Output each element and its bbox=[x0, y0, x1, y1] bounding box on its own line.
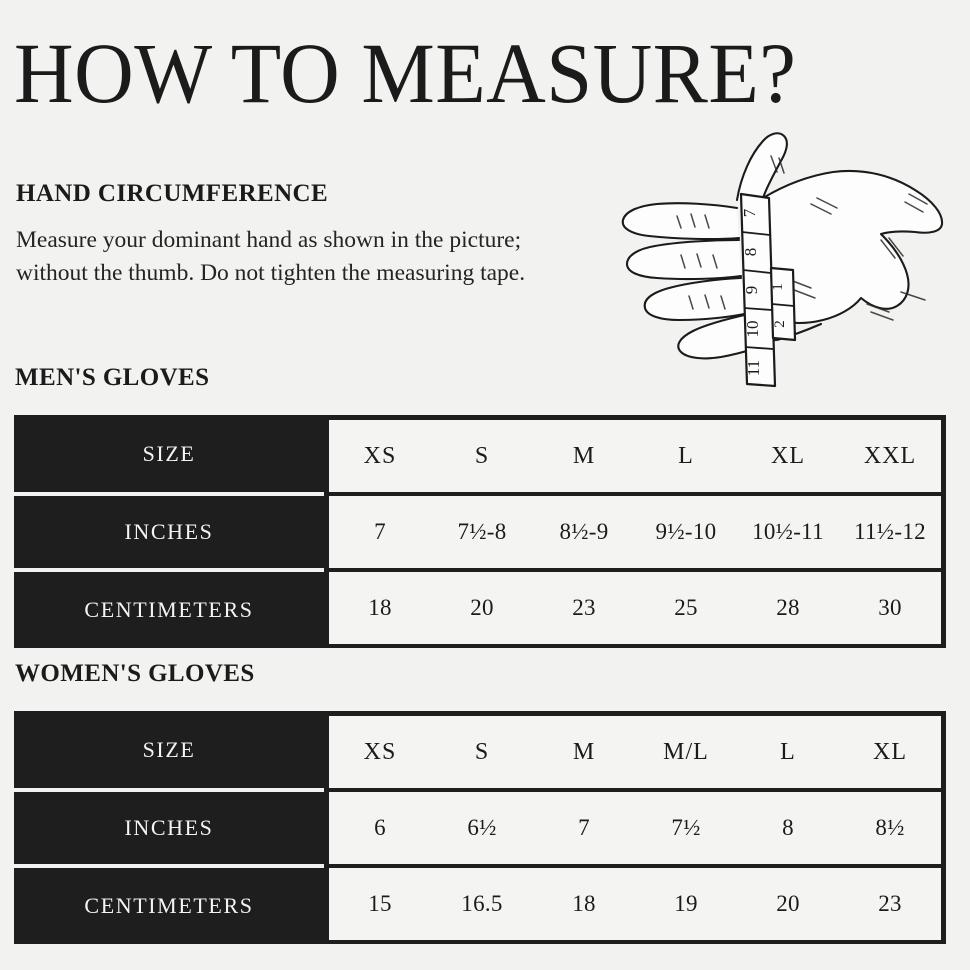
cell-value: 19 bbox=[674, 891, 698, 916]
cell-value: 7½-8 bbox=[457, 519, 507, 544]
intro-block: HAND CIRCUMFERENCE Measure your dominant… bbox=[16, 180, 556, 291]
cell-value: L bbox=[780, 738, 796, 765]
cell-value: 28 bbox=[776, 595, 800, 620]
table-row: INCHES 6 6½ 7 7½ 8 8½ bbox=[14, 792, 946, 868]
row-values-centimeters: 15 16.5 18 19 20 23 bbox=[324, 868, 946, 944]
cell-value: XL bbox=[771, 442, 805, 469]
row-label-centimeters: CENTIMETERS bbox=[14, 572, 324, 648]
cell-value: XL bbox=[873, 738, 907, 765]
cell-value: M bbox=[572, 738, 596, 765]
cell-value: 23 bbox=[878, 891, 902, 916]
womens-gloves-size-table: SIZE XS S M M/L L XL INCHES 6 bbox=[14, 711, 946, 944]
page-title: HOW TO MEASURE? bbox=[14, 25, 797, 121]
cell-value: 25 bbox=[674, 595, 698, 620]
cell-value: 9½-10 bbox=[655, 519, 717, 544]
svg-text:7: 7 bbox=[740, 208, 759, 217]
cell-value: L bbox=[678, 442, 694, 469]
row-values-inches: 6 6½ 7 7½ 8 8½ bbox=[324, 792, 946, 868]
row-label-size: SIZE bbox=[14, 711, 324, 792]
svg-text:11: 11 bbox=[744, 360, 763, 376]
row-values-centimeters: 18 20 23 25 28 30 bbox=[324, 572, 946, 648]
table-row: SIZE XS S M M/L L XL bbox=[14, 711, 946, 792]
cell-value: 8½-9 bbox=[559, 519, 609, 544]
cell-value: XXL bbox=[863, 442, 917, 469]
cell-value: M/L bbox=[663, 738, 709, 765]
hand-illustration: 7 8 9 10 11 1 2 bbox=[585, 128, 970, 400]
svg-text:9: 9 bbox=[742, 286, 761, 295]
hand-measuring-tape-icon: 7 8 9 10 11 1 2 bbox=[621, 132, 944, 388]
cell-value: 18 bbox=[572, 891, 596, 916]
cell-value: 11½-12 bbox=[854, 519, 926, 544]
section-heading-mens: MEN'S GLOVES bbox=[15, 364, 210, 391]
row-values-size: XS S M L XL XXL bbox=[324, 415, 946, 496]
cell-value: 16.5 bbox=[461, 891, 503, 916]
measuring-tape-overlap: 1 2 bbox=[769, 266, 797, 342]
cell-value: XS bbox=[363, 738, 397, 765]
measuring-tape-strip: 7 8 9 10 11 bbox=[739, 192, 777, 388]
row-values-size: XS S M M/L L XL bbox=[324, 711, 946, 792]
cell-value: 20 bbox=[470, 595, 494, 620]
svg-text:2: 2 bbox=[772, 320, 788, 328]
table-row: CENTIMETERS 15 16.5 18 19 20 23 bbox=[14, 868, 946, 944]
row-label-inches: INCHES bbox=[14, 792, 324, 868]
intro-body-text: Measure your dominant hand as shown in t… bbox=[16, 227, 526, 287]
table-row: INCHES 7 7½-8 8½-9 9½-10 10½-11 11½-12 bbox=[14, 496, 946, 572]
cell-value: M bbox=[572, 442, 596, 469]
table-row: CENTIMETERS 18 20 23 25 28 30 bbox=[14, 572, 946, 648]
cell-value: 10½-11 bbox=[752, 519, 824, 544]
cell-value: 8 bbox=[782, 815, 794, 840]
row-label-centimeters: CENTIMETERS bbox=[14, 868, 324, 944]
cell-value: 7½ bbox=[671, 815, 701, 840]
svg-text:8: 8 bbox=[741, 248, 760, 257]
cell-value: 6 bbox=[374, 815, 386, 840]
table-row: SIZE XS S M L XL XXL bbox=[14, 415, 946, 496]
cell-value: 7 bbox=[374, 519, 386, 544]
row-label-inches: INCHES bbox=[14, 496, 324, 572]
cell-value: XS bbox=[363, 442, 397, 469]
cell-value: 6½ bbox=[467, 815, 497, 840]
row-values-inches: 7 7½-8 8½-9 9½-10 10½-11 11½-12 bbox=[324, 496, 946, 572]
cell-value: 20 bbox=[776, 891, 800, 916]
svg-text:10: 10 bbox=[743, 321, 762, 338]
cell-value: 15 bbox=[368, 891, 392, 916]
intro-heading: HAND CIRCUMFERENCE bbox=[16, 180, 329, 207]
cell-value: S bbox=[474, 442, 490, 469]
cell-value: 30 bbox=[878, 595, 902, 620]
mens-gloves-size-table: SIZE XS S M L XL XXL INCHES 7 bbox=[14, 415, 946, 648]
cell-value: 18 bbox=[368, 595, 392, 620]
cell-value: 7 bbox=[578, 815, 590, 840]
cell-value: 8½ bbox=[875, 815, 905, 840]
row-label-size: SIZE bbox=[14, 415, 324, 496]
cell-value: 23 bbox=[572, 595, 596, 620]
svg-text:1: 1 bbox=[770, 283, 786, 291]
section-heading-womens: WOMEN'S GLOVES bbox=[15, 660, 255, 687]
cell-value: S bbox=[474, 738, 490, 765]
